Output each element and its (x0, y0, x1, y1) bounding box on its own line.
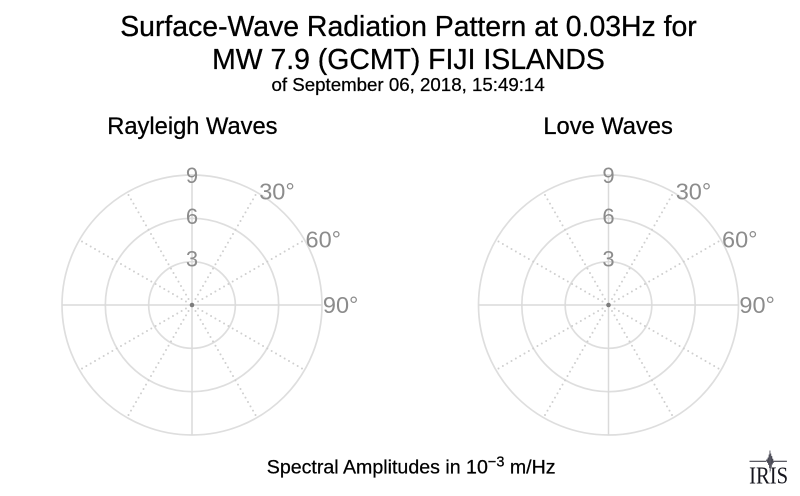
svg-text:MW 7.9 (GCMT) FIJI ISLANDS: MW 7.9 (GCMT) FIJI ISLANDS (212, 44, 605, 76)
svg-text:Surface-Wave Radiation Pattern: Surface-Wave Radiation Pattern at 0.03Hz… (120, 11, 697, 43)
svg-text:9: 9 (602, 163, 614, 188)
svg-text:Spectral Amplitudes in 10−3 m/: Spectral Amplitudes in 10−3 m/Hz (267, 455, 556, 479)
svg-text:6: 6 (186, 204, 198, 229)
svg-text:6: 6 (602, 204, 614, 229)
svg-text:9: 9 (186, 163, 198, 188)
svg-text:60°: 60° (306, 227, 342, 253)
svg-text:Love Waves: Love Waves (543, 114, 672, 140)
svg-text:90°: 90° (323, 292, 359, 318)
svg-text:30°: 30° (259, 178, 295, 204)
svg-text:Rayleigh Waves: Rayleigh Waves (107, 114, 277, 140)
svg-text:of September 06, 2018, 15:49:1: of September 06, 2018, 15:49:14 (271, 74, 544, 95)
svg-text:3: 3 (602, 247, 614, 272)
svg-text:3: 3 (186, 247, 198, 272)
svg-text:IRIS: IRIS (749, 463, 788, 490)
svg-text:90°: 90° (739, 292, 775, 318)
svg-text:30°: 30° (676, 178, 712, 204)
svg-text:60°: 60° (722, 227, 758, 253)
